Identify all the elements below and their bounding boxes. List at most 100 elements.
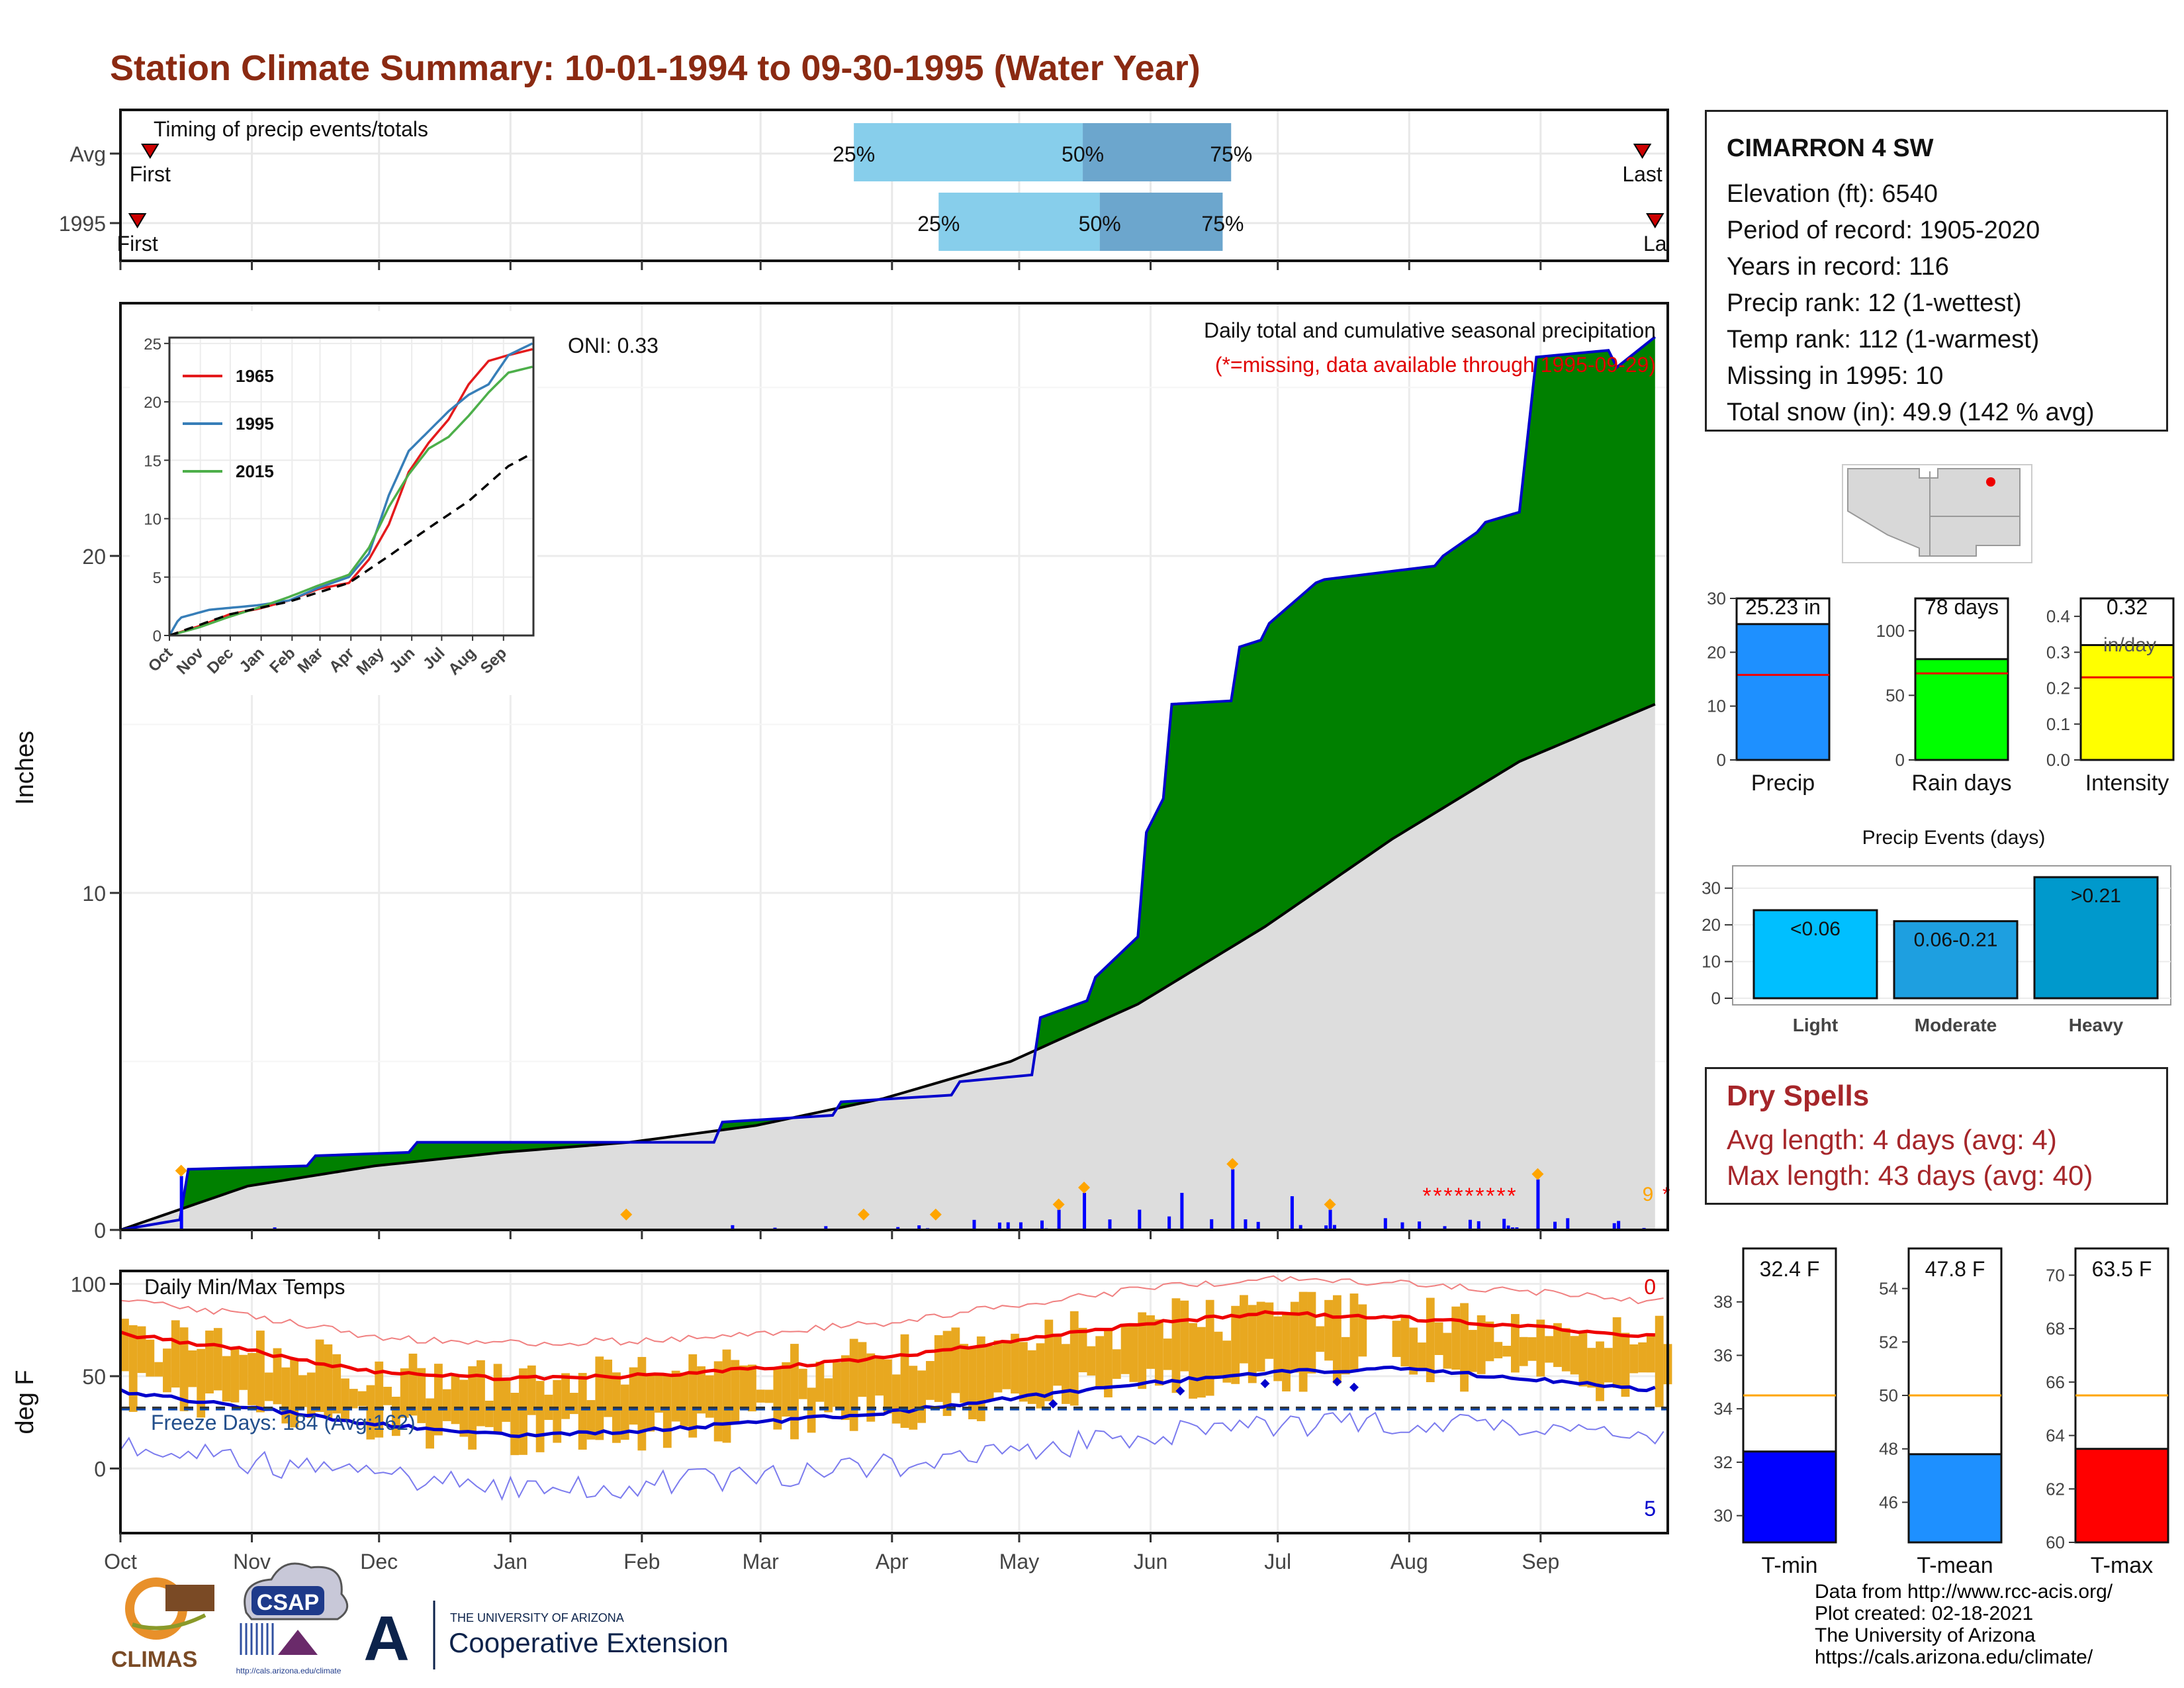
heavy-event-marker <box>1226 1158 1239 1170</box>
daily-temp-bar <box>662 1374 672 1448</box>
missing-marker: * <box>1454 1184 1463 1209</box>
daily-temp-bar <box>968 1346 977 1420</box>
heavy-event-marker <box>1078 1182 1091 1194</box>
station-name: CIMARRON 4 SW <box>1727 134 1934 162</box>
daily-precip-bar <box>1612 1223 1616 1230</box>
daily-temp-bar <box>697 1366 705 1414</box>
daily-temp-bar <box>146 1339 155 1377</box>
legend-label: 1995 <box>236 414 274 434</box>
daily-precip-bar <box>1040 1220 1044 1230</box>
daily-temp-bar <box>1138 1312 1147 1389</box>
daily-precip-bar <box>1477 1221 1480 1230</box>
daily-precip-bar <box>997 1222 1001 1230</box>
daily-temp-bar <box>1587 1348 1596 1388</box>
daily-precip-bar <box>1400 1222 1404 1230</box>
daily-temp-bar <box>1510 1314 1520 1373</box>
quartile-label: 50% <box>1062 142 1104 166</box>
month-label: Sep <box>1522 1550 1559 1573</box>
station-line: Temp rank: 112 (1-warmest) <box>1727 326 2040 353</box>
heavy-event-marker <box>929 1208 942 1221</box>
daily-precip-bar <box>1502 1219 1506 1230</box>
daily-temp-bar <box>273 1348 282 1405</box>
daily-temp-bar <box>637 1356 647 1451</box>
daily-precip-bar <box>1210 1219 1214 1230</box>
daily-temp-bar <box>264 1372 273 1401</box>
cold-count: 5 <box>1644 1497 1656 1521</box>
daily-temp-bar <box>535 1381 545 1452</box>
station-line: Total snow (in): 49.9 (142 % avg) <box>1727 399 2095 426</box>
temp-bar-tick: 52 <box>1879 1332 1898 1352</box>
y-axis-label: Inches <box>11 731 39 805</box>
temp-bar-value: 47.8 F <box>1925 1257 1985 1281</box>
event-bar <box>1893 920 2019 1000</box>
temp-bar <box>2074 1448 2169 1544</box>
event-code: 0.06-0.21 <box>1914 929 1998 951</box>
timing-heading: Timing of precip events/totals <box>154 117 428 141</box>
page-title: Station Climate Summary: 10-01-1994 to 0… <box>110 48 1201 88</box>
inset-series-line <box>169 365 533 637</box>
missing-marker: * <box>1422 1184 1431 1209</box>
map-region <box>1847 468 2021 557</box>
daily-precip-bar <box>1332 1225 1336 1230</box>
cold-record-marker <box>1332 1377 1342 1387</box>
daily-temp-bar <box>1655 1315 1664 1407</box>
daily-temp-bar <box>188 1350 197 1387</box>
quartile-label: 25% <box>917 212 960 236</box>
events-title: Precip Events (days) <box>1862 827 2046 849</box>
temp-bar-tick: 66 <box>2046 1372 2065 1392</box>
summary-tick-label: 10 <box>1707 696 1726 716</box>
month-label: Dec <box>360 1550 398 1573</box>
climas-logo-text: CLIMAS <box>111 1647 197 1672</box>
timing-panel: 25% 50% 75% First Last Avg 25% 50% 75% First La 199… <box>59 109 1669 270</box>
temp-bar <box>1907 1453 2003 1544</box>
daily-precip-bar <box>1057 1209 1061 1230</box>
summary-bar <box>1914 658 2009 761</box>
daily-temp-bar <box>688 1354 698 1438</box>
daily-temp-bar <box>1502 1346 1511 1357</box>
daily-temp-bar <box>357 1391 367 1407</box>
daily-temp-bar <box>942 1331 952 1417</box>
daily-precip-bar <box>972 1219 976 1230</box>
daily-temp-bar <box>1392 1321 1401 1357</box>
daily-temp-bar <box>324 1344 333 1419</box>
daily-temp-bar <box>375 1361 384 1438</box>
month-label: Jan <box>494 1550 528 1573</box>
station-line: Elevation (ft): 6540 <box>1727 180 1938 208</box>
cold-record-marker <box>1048 1399 1058 1409</box>
summary-unit: in/day <box>2103 634 2156 656</box>
daily-temp-bar <box>798 1368 807 1399</box>
missing-marker: * <box>1496 1184 1505 1209</box>
daily-precip-bar <box>1566 1218 1570 1230</box>
dry-spells-avg: Avg length: 4 days (avg: 4) <box>1727 1124 2057 1155</box>
daily-temp-bar <box>477 1360 485 1427</box>
csap-logo-url: http://cals.arizona.edu/climate <box>236 1666 341 1675</box>
dry-spells-max: Max length: 43 days (avg: 40) <box>1727 1160 2093 1191</box>
avg-max-line <box>120 1310 1655 1382</box>
daily-temp-bar <box>1434 1322 1443 1355</box>
daily-temp-bar <box>1062 1344 1070 1404</box>
daily-temp-bar <box>1069 1311 1079 1406</box>
daily-temp-bar <box>1400 1315 1410 1367</box>
credit-line: Plot created: 02-18-2021 <box>1815 1603 2034 1624</box>
daily-precip-bar <box>1231 1169 1235 1230</box>
station-line: Period of record: 1905-2020 <box>1727 216 2040 244</box>
station-line: Precip rank: 12 (1-wettest) <box>1727 289 2022 317</box>
summary-value: 25.23 in <box>1745 595 1821 619</box>
temp-heading: Daily Min/Max Temps <box>144 1275 345 1299</box>
month-label: Nov <box>233 1550 271 1573</box>
missing-marker: * <box>1507 1184 1516 1209</box>
daily-temp-bar <box>1002 1342 1011 1389</box>
inset-y-tick: 0 <box>153 628 161 645</box>
missing-count: 9 <box>1643 1184 1654 1205</box>
heavy-event-marker <box>857 1208 870 1221</box>
observed-line <box>120 336 1657 1231</box>
daily-precip-bar <box>1553 1221 1557 1230</box>
summary-tick-label: 0 <box>1895 750 1905 770</box>
daily-temp-bar <box>1273 1316 1283 1382</box>
precip-subtitle: Daily total and cumulative seasonal prec… <box>1204 318 1656 342</box>
summary-tick-label: 0.0 <box>2046 750 2070 770</box>
daily-temp-bar <box>773 1368 782 1430</box>
missing-marker: * <box>1443 1184 1452 1209</box>
temp-bar-tick: 32 <box>1713 1452 1733 1472</box>
